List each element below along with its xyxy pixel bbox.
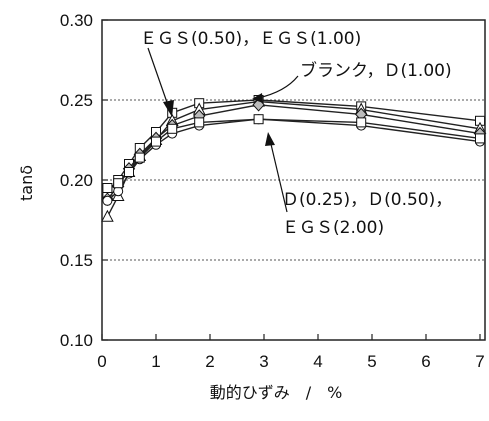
series-line <box>106 104 481 200</box>
data-point-square <box>124 167 134 177</box>
x-tick-label: 6 <box>421 352 430 371</box>
data-point-square <box>134 152 145 163</box>
data-point-square <box>356 117 367 128</box>
x-tick-label: 4 <box>313 352 322 371</box>
data-point-square <box>167 123 178 134</box>
arrow-blank-head <box>252 93 263 103</box>
x-axis-title: 動的ひずみ / % <box>210 383 343 402</box>
data-point-triangle <box>101 209 114 222</box>
arrow-egs-line <box>147 47 171 112</box>
annotation-egs-2: ＥＧＳ(2.00) <box>282 218 384 238</box>
y-tick-label: 0.25 <box>60 91 93 110</box>
data-point-square <box>475 133 485 144</box>
arrow-egs-head <box>163 100 174 117</box>
y-tick-label: 0.20 <box>60 171 93 190</box>
y-axis-title: tanδ <box>17 165 36 201</box>
data-point-square <box>194 117 205 128</box>
series-line <box>106 99 481 194</box>
x-tick-label: 0 <box>97 352 106 371</box>
plot-frame <box>101 19 486 341</box>
annotation-blank: ブランク，Ｄ(1.00) <box>300 60 452 81</box>
y-tick-label: 0.15 <box>60 251 93 270</box>
series-line <box>107 118 481 189</box>
arrow-d-head <box>265 132 275 146</box>
series-layer <box>101 94 487 222</box>
axes <box>101 19 486 341</box>
data-point-square <box>113 178 124 189</box>
y-tick-label: 0.10 <box>60 331 93 350</box>
x-tick-label: 1 <box>151 352 160 371</box>
annotations: ＥＧＳ(0.50)，ＥＧＳ(1.00) ブランク，Ｄ(1.00) Ｄ(0.25)… <box>140 29 452 238</box>
annotation-d: Ｄ(0.25)，Ｄ(0.50)， <box>282 190 452 210</box>
x-tick-label: 5 <box>367 352 376 371</box>
arrow-blank-line <box>257 75 299 99</box>
x-tick-label: 2 <box>205 352 214 371</box>
y-tick-label: 0.30 <box>60 11 93 30</box>
data-point-square <box>151 136 161 147</box>
series <box>102 114 485 193</box>
series-line <box>106 100 481 218</box>
x-tick-label: 3 <box>259 352 268 371</box>
arrow-d-line <box>269 139 288 213</box>
x-tick-label: 7 <box>475 352 484 371</box>
tick-labels: 0.10 0.15 0.20 0.25 0.30 0 1 2 3 4 5 6 7 <box>60 11 485 371</box>
data-point-square <box>253 114 264 125</box>
data-point-square <box>102 183 113 193</box>
series-line <box>106 118 481 202</box>
data-point-circle <box>102 195 113 206</box>
annotation-egs: ＥＧＳ(0.50)，ＥＧＳ(1.00) <box>140 29 361 49</box>
